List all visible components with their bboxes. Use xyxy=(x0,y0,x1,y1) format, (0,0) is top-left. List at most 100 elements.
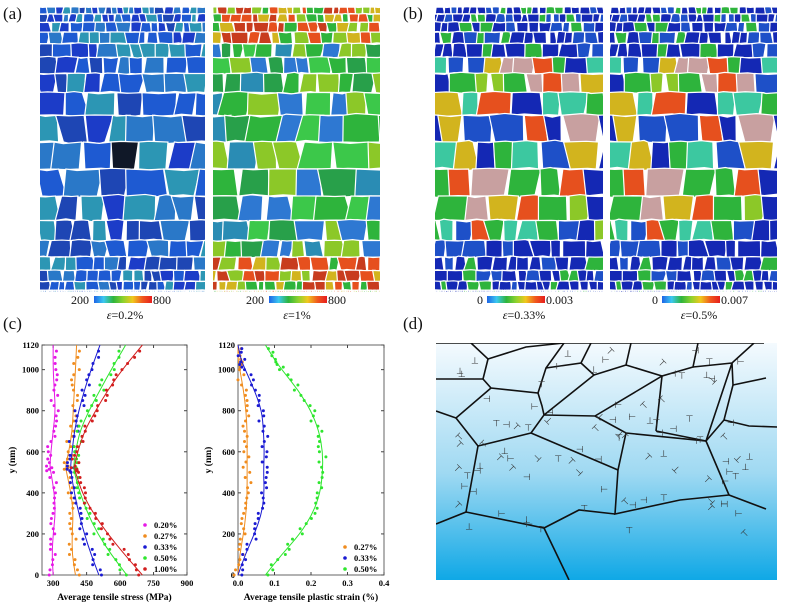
data-point xyxy=(55,378,59,382)
grain xyxy=(257,280,265,291)
dislocation-symbol: ⊥ xyxy=(746,453,754,463)
data-point xyxy=(65,461,69,465)
grain xyxy=(40,168,68,198)
grain xyxy=(249,56,269,75)
dislocation-symbol: ⊥ xyxy=(640,496,650,504)
dislocation-symbol: ⊥ xyxy=(483,395,493,403)
grain xyxy=(185,55,205,76)
data-point xyxy=(83,496,87,500)
data-point xyxy=(240,347,244,351)
data-point xyxy=(69,424,73,428)
data-point xyxy=(49,440,53,444)
grain xyxy=(264,269,282,282)
grain xyxy=(46,239,72,258)
grain xyxy=(61,7,72,15)
grain xyxy=(282,280,298,292)
grain xyxy=(199,269,205,282)
data-point xyxy=(77,424,81,428)
grain xyxy=(319,31,334,45)
epsilon-symbol: ε xyxy=(283,308,288,322)
grain xyxy=(361,239,380,258)
grain-boundary xyxy=(594,362,733,442)
dislocation-symbol: ⊥ xyxy=(524,422,532,432)
grain xyxy=(448,71,480,94)
data-point xyxy=(49,453,53,457)
data-point xyxy=(264,455,268,459)
data-point xyxy=(102,388,106,392)
legend-marker xyxy=(343,545,347,549)
data-point xyxy=(77,491,81,495)
grain xyxy=(774,289,777,292)
data-point xyxy=(317,481,321,485)
y-axis-title: y (nm) xyxy=(7,447,18,474)
data-point xyxy=(53,434,57,438)
data-point xyxy=(265,450,269,454)
grain xyxy=(534,289,538,292)
data-point xyxy=(253,532,257,536)
data-point xyxy=(262,414,266,418)
data-point xyxy=(270,354,274,358)
grain xyxy=(142,56,165,75)
grain xyxy=(737,140,775,170)
data-point xyxy=(46,457,50,461)
grain xyxy=(557,42,581,59)
grain xyxy=(490,21,508,33)
grain xyxy=(561,21,571,34)
data-point xyxy=(75,568,79,572)
data-point xyxy=(137,573,141,577)
legend-marker xyxy=(343,567,347,571)
grain xyxy=(365,56,380,75)
data-point xyxy=(48,475,52,479)
data-point xyxy=(245,496,249,500)
legend-marker xyxy=(143,545,147,549)
grain xyxy=(736,113,776,144)
grain xyxy=(597,114,603,143)
data-point xyxy=(79,522,83,526)
data-point xyxy=(256,511,260,515)
grain xyxy=(351,280,361,291)
grain xyxy=(300,269,311,283)
grain xyxy=(340,239,361,258)
grain xyxy=(348,289,353,292)
grain xyxy=(738,31,749,46)
data-point xyxy=(117,355,121,359)
dislocation-symbol: ⊥ xyxy=(735,358,745,366)
data-point xyxy=(83,393,87,397)
data-point xyxy=(247,414,251,418)
data-point xyxy=(52,470,56,474)
grain xyxy=(539,166,562,197)
data-point xyxy=(320,465,324,469)
grain xyxy=(621,269,639,283)
grain xyxy=(590,42,603,58)
data-point xyxy=(112,361,116,365)
x-tick-label: 300 xyxy=(47,578,60,588)
grain xyxy=(690,256,705,271)
grain xyxy=(95,42,120,58)
grain xyxy=(618,256,629,272)
grain xyxy=(128,56,143,75)
data-point xyxy=(62,467,66,471)
grain xyxy=(244,280,259,291)
grain xyxy=(468,7,478,15)
grain xyxy=(268,7,280,15)
x-tick-label: 900 xyxy=(181,578,194,588)
grain xyxy=(54,55,79,75)
grain xyxy=(54,114,89,145)
data-point xyxy=(265,470,269,474)
data-point xyxy=(90,547,94,551)
grain xyxy=(192,256,205,271)
data-point xyxy=(315,491,319,495)
grain xyxy=(316,72,341,94)
grain xyxy=(365,280,380,292)
data-point xyxy=(87,383,91,387)
grain xyxy=(768,21,777,34)
grain-boundary xyxy=(470,343,565,360)
dislocation-symbol: ⊥ xyxy=(576,445,586,453)
data-point xyxy=(281,365,285,369)
grain xyxy=(110,140,140,172)
dislocation-symbol: ⊥ xyxy=(692,346,702,354)
grain xyxy=(563,31,574,46)
grain xyxy=(294,56,310,75)
grain xyxy=(525,72,544,94)
data-point xyxy=(317,450,321,454)
